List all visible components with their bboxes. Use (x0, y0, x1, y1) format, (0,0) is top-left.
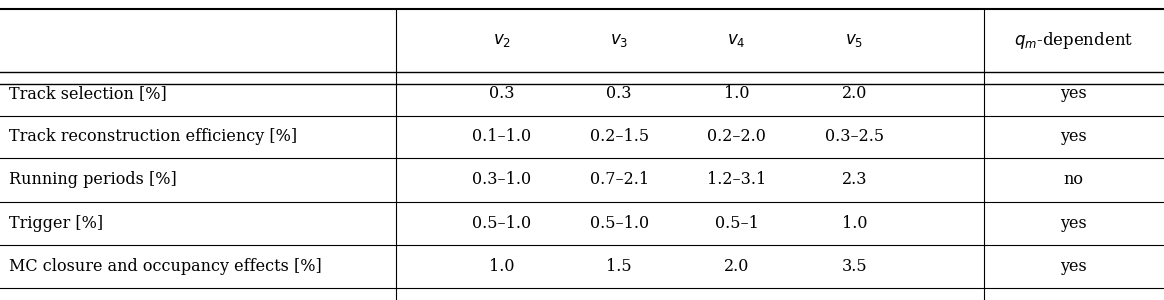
Text: 0.3–1.0: 0.3–1.0 (473, 172, 531, 188)
Text: 2.0: 2.0 (842, 85, 867, 102)
Text: no: no (1064, 172, 1084, 188)
Text: yes: yes (1060, 128, 1087, 146)
Text: Track selection [%]: Track selection [%] (9, 85, 168, 102)
Text: 1.0: 1.0 (724, 85, 750, 102)
Text: MC closure and occupancy effects [%]: MC closure and occupancy effects [%] (9, 258, 322, 275)
Text: Running periods [%]: Running periods [%] (9, 172, 177, 188)
Text: 1.0: 1.0 (489, 258, 514, 275)
Text: $v_3$: $v_3$ (610, 32, 629, 49)
Text: 0.5–1: 0.5–1 (715, 215, 759, 232)
Text: 2.0: 2.0 (724, 258, 750, 275)
Text: Trigger [%]: Trigger [%] (9, 215, 104, 232)
Text: $v_4$: $v_4$ (728, 32, 746, 49)
Text: 0.3: 0.3 (606, 85, 632, 102)
Text: Track reconstruction efficiency [%]: Track reconstruction efficiency [%] (9, 128, 298, 146)
Text: $v_5$: $v_5$ (845, 32, 864, 49)
Text: $q_m$-dependent: $q_m$-dependent (1014, 30, 1134, 51)
Text: 0.7–2.1: 0.7–2.1 (590, 172, 648, 188)
Text: 0.2–2.0: 0.2–2.0 (708, 128, 766, 146)
Text: yes: yes (1060, 85, 1087, 102)
Text: 0.2–1.5: 0.2–1.5 (590, 128, 648, 146)
Text: 0.1–1.0: 0.1–1.0 (473, 128, 531, 146)
Text: 3.5: 3.5 (842, 258, 867, 275)
Text: 2.3: 2.3 (842, 172, 867, 188)
Text: 0.3: 0.3 (489, 85, 514, 102)
Text: 1.2–3.1: 1.2–3.1 (707, 172, 766, 188)
Text: yes: yes (1060, 215, 1087, 232)
Text: yes: yes (1060, 258, 1087, 275)
Text: 0.5–1.0: 0.5–1.0 (590, 215, 648, 232)
Text: 1.5: 1.5 (606, 258, 632, 275)
Text: 0.3–2.5: 0.3–2.5 (825, 128, 883, 146)
Text: $v_2$: $v_2$ (492, 32, 511, 49)
Text: 0.5–1.0: 0.5–1.0 (473, 215, 531, 232)
Text: 1.0: 1.0 (842, 215, 867, 232)
